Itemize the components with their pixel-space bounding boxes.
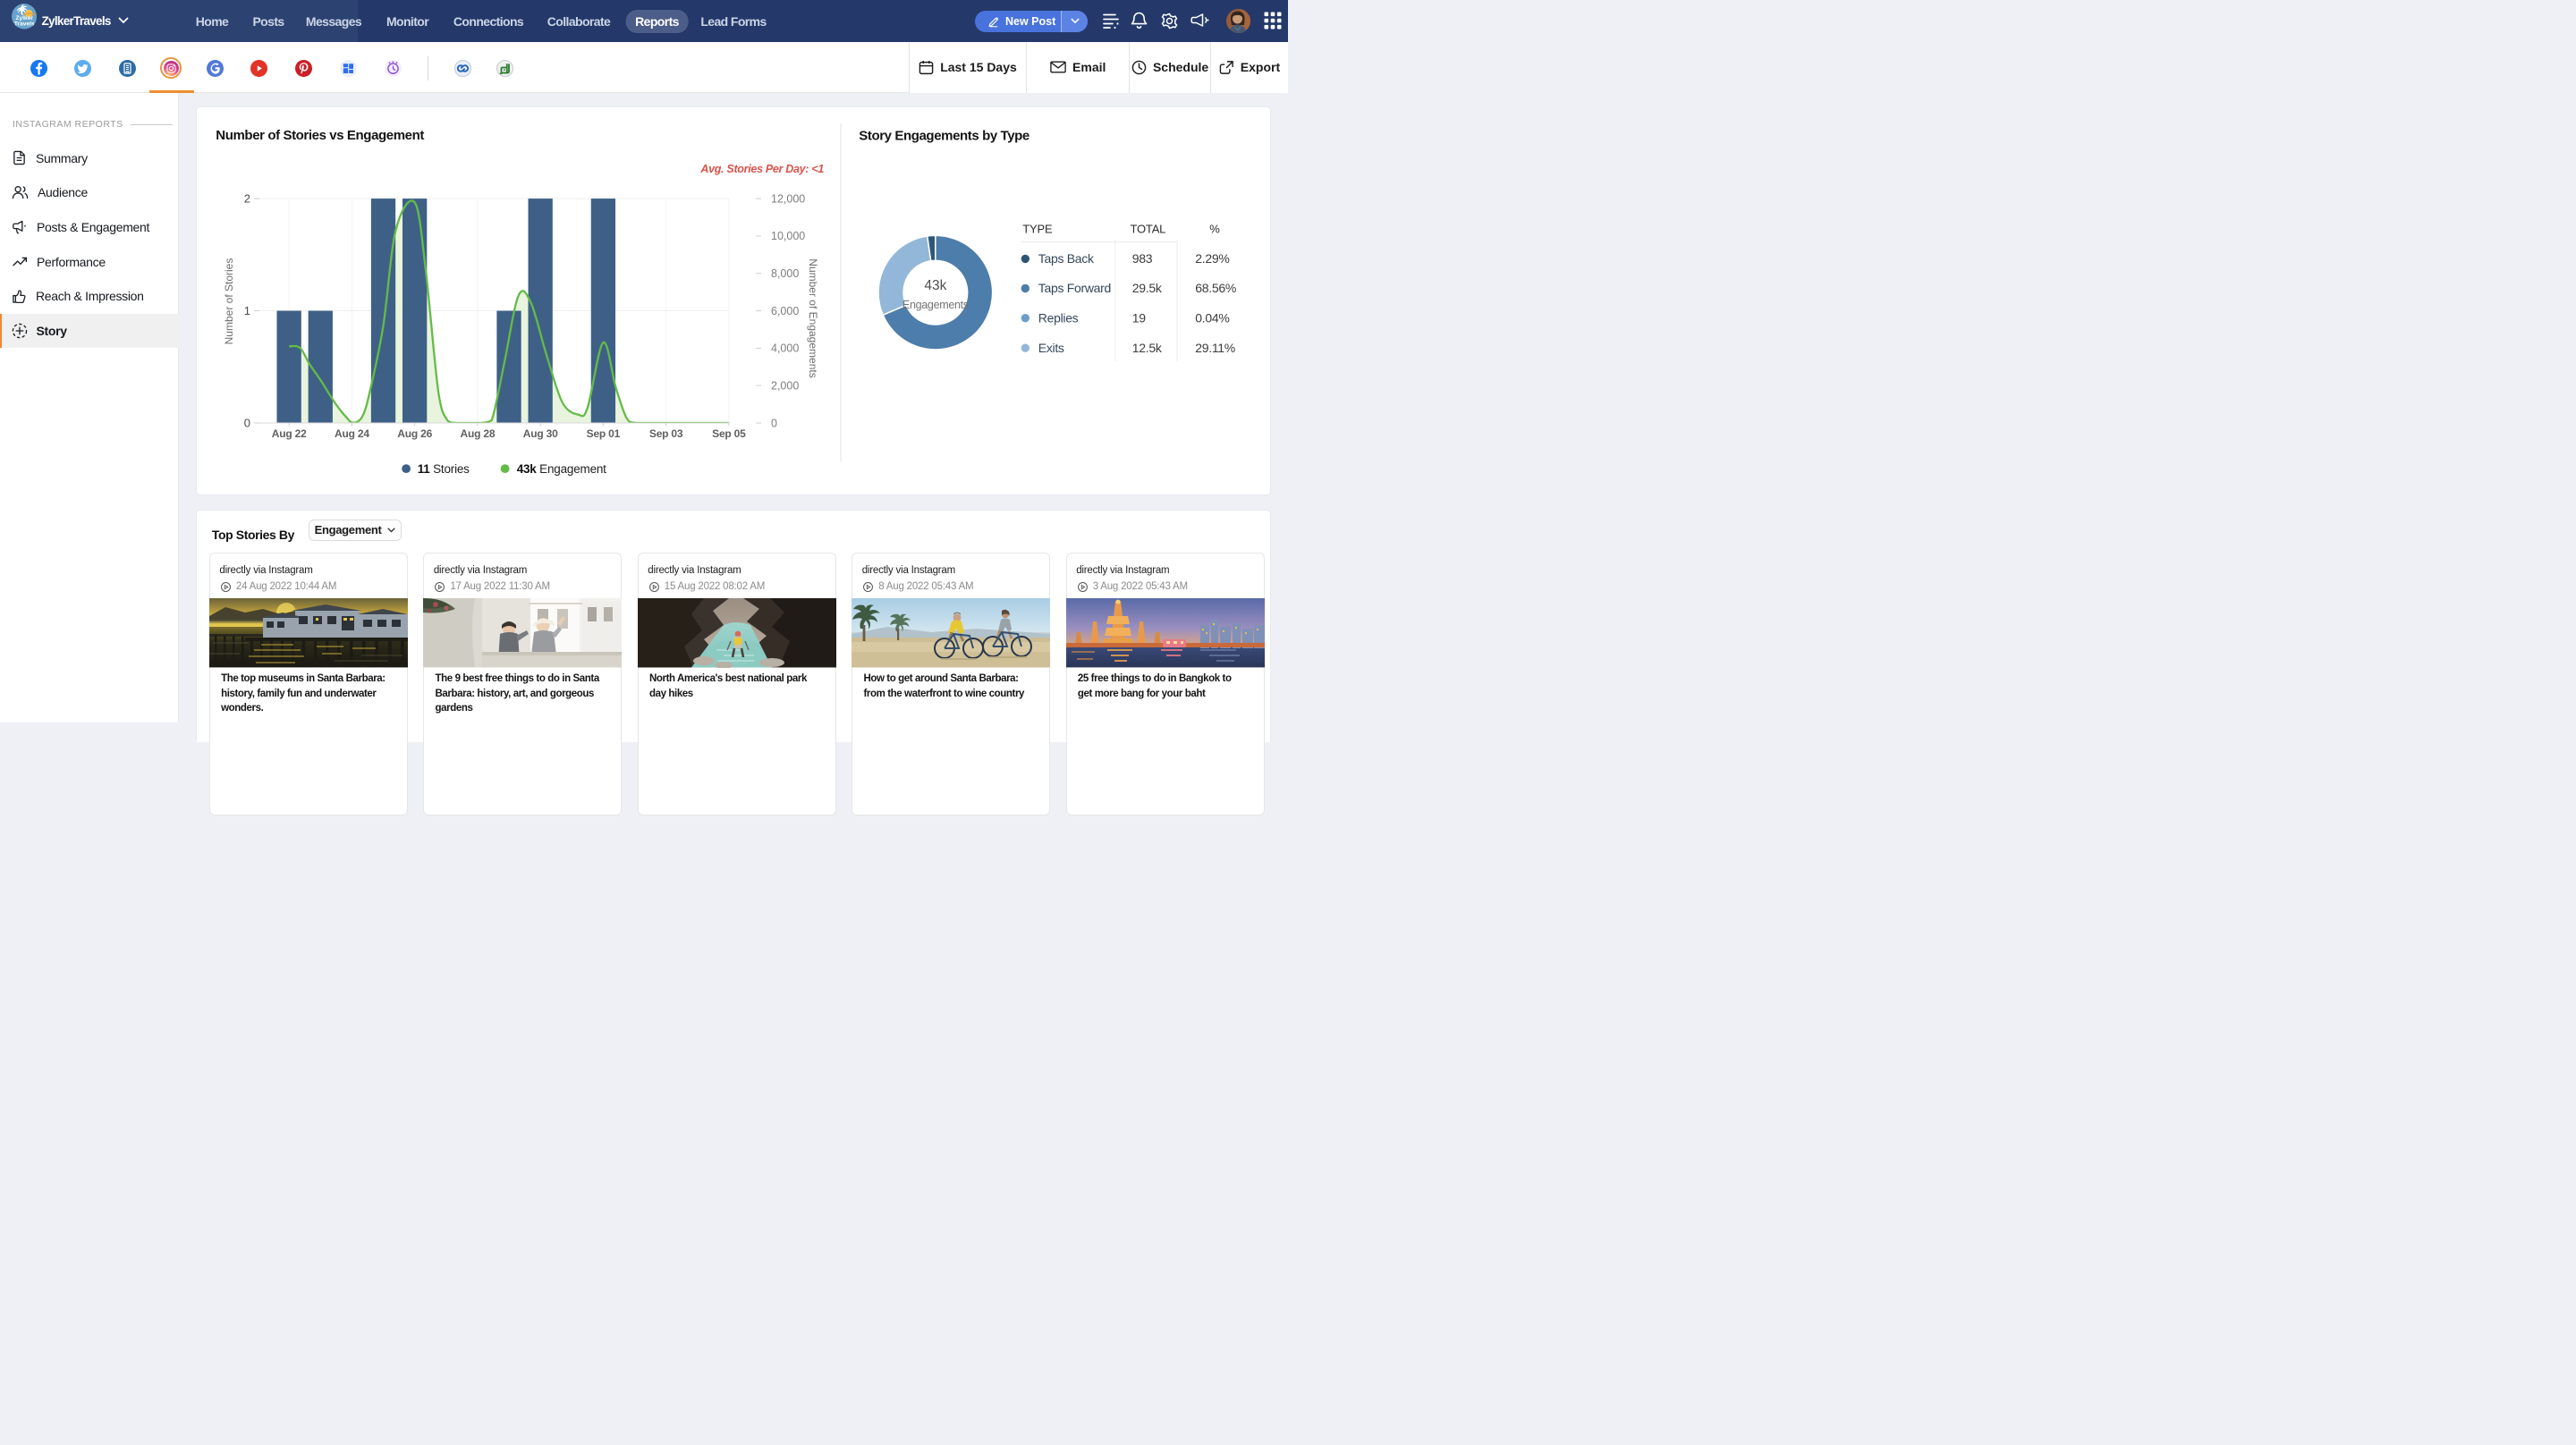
svg-text:43k: 43k	[924, 278, 946, 293]
svg-text:29.11%: 29.11%	[1195, 341, 1235, 355]
svg-text:Aug 28: Aug 28	[460, 427, 495, 440]
svg-text:Aug 24: Aug 24	[335, 427, 369, 440]
svg-text:43k Engagement: 43k Engagement	[517, 462, 606, 476]
svg-text:983: 983	[1132, 251, 1153, 266]
svg-text:TYPE: TYPE	[1022, 222, 1053, 235]
svg-text:Engagements: Engagements	[902, 299, 969, 311]
svg-text:Number of Stories vs Engagemen: Number of Stories vs Engagement	[216, 128, 424, 143]
svg-text:Taps Back: Taps Back	[1038, 251, 1095, 266]
svg-text:Sep 03: Sep 03	[649, 427, 683, 440]
svg-text:0: 0	[771, 417, 777, 429]
svg-text:Taps Forward: Taps Forward	[1038, 281, 1111, 295]
svg-text:1: 1	[244, 304, 250, 317]
svg-text:0.04%: 0.04%	[1195, 310, 1229, 325]
svg-text:Sep 01: Sep 01	[587, 427, 621, 440]
svg-text:Aug 22: Aug 22	[272, 427, 307, 440]
svg-text:19: 19	[1132, 310, 1146, 325]
svg-text:Sep 05: Sep 05	[712, 427, 746, 440]
svg-text:TOTAL: TOTAL	[1131, 222, 1166, 235]
svg-text:10,000: 10,000	[771, 230, 805, 242]
svg-text:12.5k: 12.5k	[1132, 341, 1163, 355]
svg-text:%: %	[1209, 222, 1220, 235]
svg-text:Replies: Replies	[1038, 310, 1079, 325]
svg-text:68.56%: 68.56%	[1195, 281, 1236, 295]
svg-text:6,000: 6,000	[771, 305, 799, 317]
svg-text:Aug 26: Aug 26	[397, 427, 432, 440]
svg-text:Avg. Stories Per Day: <1: Avg. Stories Per Day: <1	[699, 163, 824, 175]
svg-text:Story Engagements by Type: Story Engagements by Type	[859, 129, 1030, 144]
svg-text:Aug 30: Aug 30	[523, 427, 558, 440]
svg-text:Zylker: Zylker	[15, 15, 33, 21]
svg-text:29.5k: 29.5k	[1132, 281, 1163, 295]
svg-text:Exits: Exits	[1038, 341, 1064, 355]
svg-text:2,000: 2,000	[771, 380, 799, 393]
svg-text:11 Stories: 11 Stories	[418, 462, 470, 476]
svg-text:2.29%: 2.29%	[1195, 251, 1229, 266]
svg-text:4,000: 4,000	[771, 342, 799, 355]
svg-text:Number of Engagements: Number of Engagements	[807, 258, 819, 377]
svg-text:0: 0	[244, 417, 250, 430]
svg-text:Travels: Travels	[13, 21, 34, 27]
svg-text:8,000: 8,000	[771, 267, 799, 280]
svg-text:2: 2	[244, 192, 250, 206]
svg-text:12,000: 12,000	[771, 192, 805, 205]
svg-text:Number of Stories: Number of Stories	[223, 258, 235, 345]
